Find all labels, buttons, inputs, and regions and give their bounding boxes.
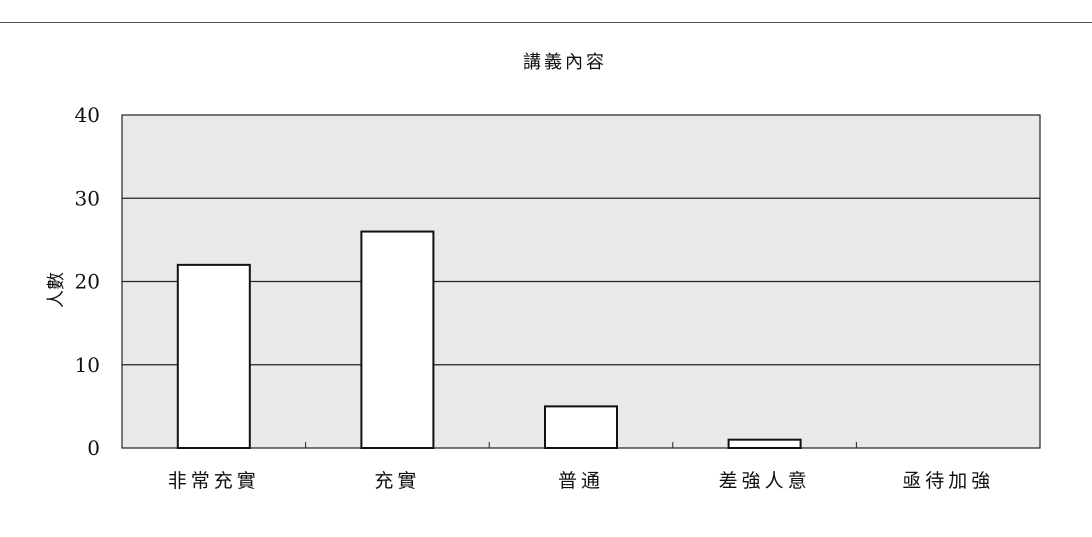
y-tick-30: 30 bbox=[75, 186, 100, 210]
bars bbox=[176, 230, 802, 449]
y-tick-10: 10 bbox=[75, 353, 100, 377]
bar-1 bbox=[360, 230, 435, 449]
y-tick-20: 20 bbox=[75, 270, 100, 294]
x-tick-marks bbox=[305, 442, 857, 448]
category-label-0: 非常充實 bbox=[168, 470, 260, 492]
category-label-3: 差強人意 bbox=[719, 470, 811, 492]
category-label-2: 普通 bbox=[558, 470, 604, 492]
y-tick-0: 0 bbox=[87, 436, 100, 460]
y-tick-40: 40 bbox=[75, 103, 100, 127]
chart-title: 講義內容 bbox=[523, 52, 607, 73]
category-label-1: 充實 bbox=[374, 470, 420, 492]
y-axis-label: 人數 bbox=[46, 272, 67, 308]
bar-3 bbox=[727, 438, 802, 449]
bar-0 bbox=[176, 263, 251, 449]
bar-2 bbox=[544, 405, 618, 449]
category-labels: 非常充實 充實 普通 差強人意 亟待加強 bbox=[168, 470, 994, 492]
gridlines bbox=[122, 197, 1040, 366]
category-label-4: 亟待加強 bbox=[902, 470, 994, 492]
y-tick-labels: 0 10 20 30 40 bbox=[75, 103, 100, 460]
top-rule bbox=[0, 22, 1092, 23]
